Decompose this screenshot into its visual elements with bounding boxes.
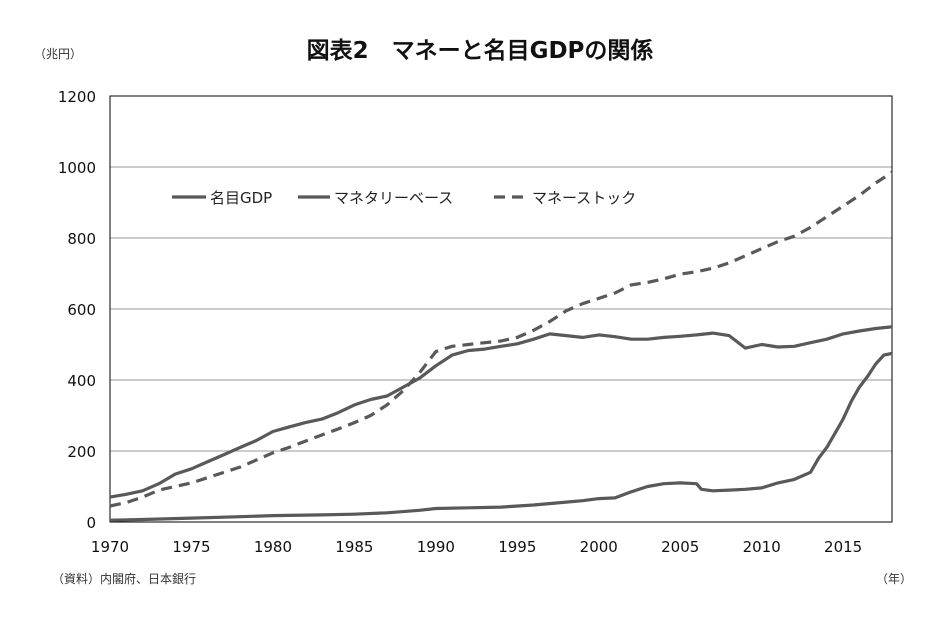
x-tick-label: 1990 bbox=[417, 538, 455, 556]
y-tick-label: 0 bbox=[86, 514, 96, 532]
source-note: （資料）内閣府、日本銀行 bbox=[52, 571, 196, 586]
x-tick-label: 2015 bbox=[824, 538, 862, 556]
x-tick-label: 1970 bbox=[91, 538, 129, 556]
x-tick-label: 1975 bbox=[172, 538, 210, 556]
x-axis-unit: （年） bbox=[876, 572, 912, 586]
legend-label-1: マネタリーベース bbox=[334, 189, 453, 207]
y-tick-label: 1200 bbox=[58, 88, 96, 106]
legend: 名目GDP マネタリーベース マネーストック bbox=[172, 189, 636, 207]
x-axis-ticks: 1970 1975 1980 1985 1990 1995 2000 2005 2010 2015 bbox=[91, 538, 862, 556]
x-tick-label: 2000 bbox=[580, 538, 618, 556]
y-axis-unit: （兆円） bbox=[34, 47, 82, 61]
x-tick-label: 1985 bbox=[335, 538, 373, 556]
plot-area-border bbox=[109, 95, 893, 523]
y-tick-label: 400 bbox=[67, 372, 96, 390]
y-axis-ticks: 0 200 400 600 800 1000 1200 bbox=[58, 88, 96, 532]
series-line-2 bbox=[109, 170, 893, 508]
gridlines bbox=[110, 166, 892, 452]
legend-label-2: マネーストック bbox=[532, 189, 636, 207]
series-lines bbox=[109, 170, 893, 522]
x-tick-label: 1995 bbox=[498, 538, 536, 556]
series-line-1 bbox=[109, 351, 893, 522]
x-tick-label: 2005 bbox=[661, 538, 699, 556]
y-tick-label: 600 bbox=[67, 301, 96, 319]
x-tick-label: 1980 bbox=[254, 538, 292, 556]
x-tick-label: 2010 bbox=[743, 538, 781, 556]
legend-label-0: 名目GDP bbox=[210, 189, 272, 207]
y-tick-label: 800 bbox=[67, 230, 96, 248]
series-line-0 bbox=[109, 325, 893, 499]
chart-title: 図表2 マネーと名目GDPの関係 bbox=[307, 37, 654, 64]
y-tick-label: 1000 bbox=[58, 159, 96, 177]
y-tick-label: 200 bbox=[67, 443, 96, 461]
